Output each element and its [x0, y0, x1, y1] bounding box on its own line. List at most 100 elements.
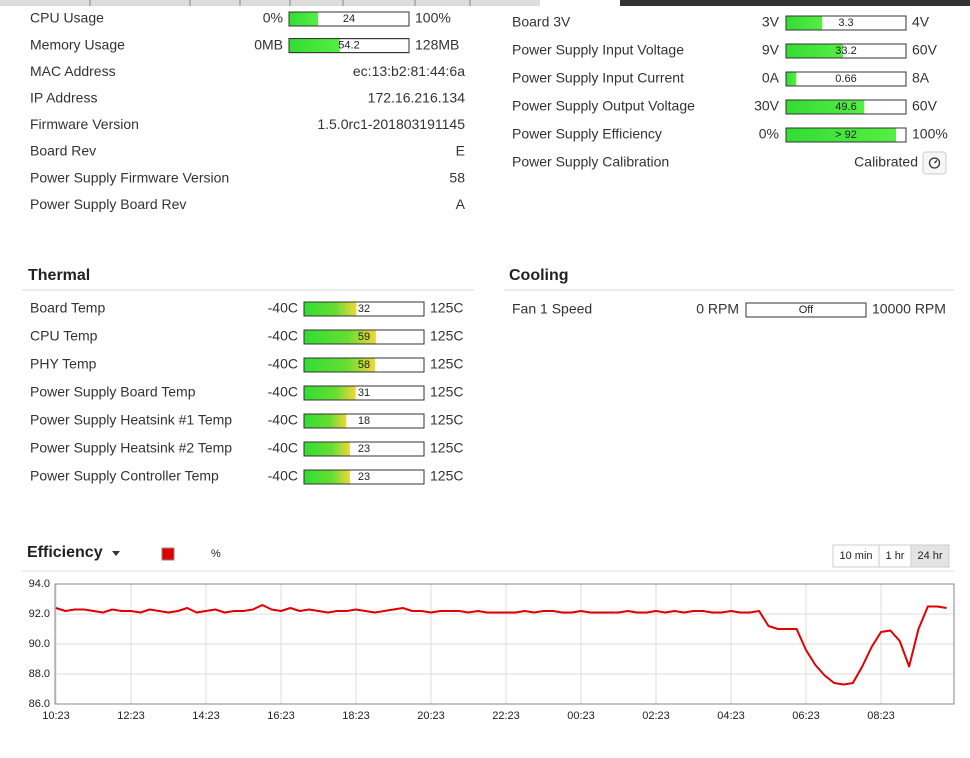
gauge-min: 3V [762, 14, 780, 30]
range-button-label[interactable]: 10 min [839, 550, 872, 562]
legend-swatch[interactable] [161, 547, 175, 561]
gauge-border [785, 71, 907, 87]
legend-label[interactable]: % [211, 548, 221, 560]
calibrate-button[interactable] [922, 151, 947, 175]
gauge-max: 100% [912, 126, 948, 142]
gauge-value: > 92 [835, 129, 857, 141]
row-value: 172.16.216.134 [368, 90, 466, 106]
gauge-min: 0% [759, 126, 779, 142]
gauge-min: -40C [268, 440, 298, 456]
row-label: Power Supply Efficiency [512, 126, 662, 142]
gauge-value: 18 [358, 415, 370, 427]
x-tick-label: 18:23 [342, 710, 370, 722]
gauge-border [785, 99, 907, 115]
x-tick-label: 04:23 [717, 710, 745, 722]
gauge-fill [786, 100, 865, 114]
gauge-min: 30V [754, 98, 780, 114]
row-value: Calibrated [854, 154, 918, 170]
row-label: Power Supply Board Temp [30, 384, 196, 400]
y-tick-label: 94.0 [29, 578, 50, 590]
tab-strip [0, 0, 970, 6]
row-label: MAC Address [30, 63, 116, 79]
gauge-border [303, 385, 425, 401]
row-label: Power Supply Input Current [512, 70, 684, 86]
x-tick-label: 16:23 [267, 710, 295, 722]
gauge-fill [304, 302, 357, 316]
gauge-max: 128MB [415, 36, 459, 52]
row-value: E [456, 143, 465, 159]
gauge-max: 60V [912, 98, 938, 114]
gauge-max: 125C [430, 412, 463, 428]
x-tick-label: 22:23 [492, 710, 520, 722]
gauge-value: 32 [358, 303, 370, 315]
gauge-max: 100% [415, 10, 451, 26]
gauge-value: 58 [358, 359, 370, 371]
gauge-fill [786, 72, 797, 86]
dropdown-caret[interactable] [112, 551, 120, 556]
y-tick-label: 92.0 [29, 608, 50, 620]
gauge-value: 3.3 [838, 17, 853, 29]
gauge-max: 125C [430, 468, 463, 484]
gauge-min: -40C [268, 356, 298, 372]
y-tick-label: 88.0 [29, 668, 50, 680]
gauge-value: 31 [358, 387, 370, 399]
row-value: 1.5.0rc1-201803191145 [317, 116, 465, 132]
gauge-value: 59 [358, 331, 370, 343]
gauge-min: -40C [268, 300, 298, 316]
x-tick-label: 10:23 [42, 710, 70, 722]
row-label: Power Supply Board Rev [30, 196, 186, 212]
x-tick-label: 08:23 [867, 710, 895, 722]
gauge-min: 0% [263, 10, 283, 26]
row-label: Power Supply Input Voltage [512, 42, 684, 58]
series-line [55, 604, 947, 686]
chart-title[interactable]: Efficiency [27, 544, 103, 561]
row-value: 58 [449, 169, 465, 185]
range-button-label[interactable]: 1 hr [886, 550, 905, 562]
gauge-min: 0MB [254, 36, 283, 52]
range-button[interactable] [910, 544, 950, 568]
row-label: IP Address [30, 90, 97, 106]
row-label: Power Supply Controller Temp [30, 468, 219, 484]
gauge-fill [304, 414, 347, 428]
gauge-value: 24 [343, 13, 355, 25]
row-label: CPU Usage [30, 10, 104, 26]
gauge-min: -40C [268, 412, 298, 428]
row-label: CPU Temp [30, 328, 98, 344]
gauge-fill [304, 386, 356, 400]
gauge-min: 0A [762, 70, 780, 86]
x-tick-label: 14:23 [192, 710, 220, 722]
row-value: A [456, 196, 466, 212]
gauge-border [785, 127, 907, 143]
row-value: ec:13:b2:81:44:6a [353, 63, 465, 79]
gauge-value: 54.2 [338, 40, 359, 52]
gauge-value: 0.66 [835, 73, 856, 85]
x-tick-label: 06:23 [792, 710, 820, 722]
gauge-border [288, 38, 410, 54]
gauge-border [303, 441, 425, 457]
gauge-fill [304, 470, 350, 484]
gauge-border [303, 329, 425, 345]
x-tick-label: 02:23 [642, 710, 670, 722]
gauge-value: Off [799, 304, 814, 316]
row-label: Memory Usage [30, 36, 125, 52]
gauge-max: 125C [430, 384, 463, 400]
gauge-fill [786, 16, 823, 30]
gauge-max: 4V [912, 14, 930, 30]
row-label: Power Supply Output Voltage [512, 98, 695, 114]
row-label: PHY Temp [30, 356, 97, 372]
range-button-label[interactable]: 24 hr [917, 550, 942, 562]
x-tick-label: 20:23 [417, 710, 445, 722]
gauge-border [303, 469, 425, 485]
gauge-border [785, 43, 907, 59]
gauge-fill [786, 44, 843, 58]
gauge-max: 10000 RPM [872, 301, 946, 317]
plot-border [54, 583, 955, 705]
row-label: Board Temp [30, 300, 105, 316]
x-tick-label: 00:23 [567, 710, 595, 722]
gauge-fill [289, 12, 319, 26]
row-label: Power Supply Calibration [512, 154, 669, 170]
gauge-value: 33.2 [835, 45, 856, 57]
row-label: Firmware Version [30, 116, 139, 132]
